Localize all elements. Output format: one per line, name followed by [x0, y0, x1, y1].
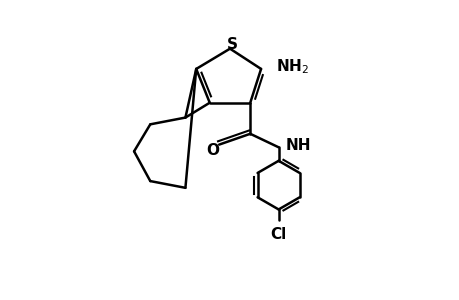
Text: S: S: [227, 37, 238, 52]
Text: NH: NH: [285, 138, 310, 153]
Text: O: O: [206, 142, 219, 158]
Text: Cl: Cl: [270, 227, 286, 242]
Text: NH$_2$: NH$_2$: [275, 57, 308, 76]
